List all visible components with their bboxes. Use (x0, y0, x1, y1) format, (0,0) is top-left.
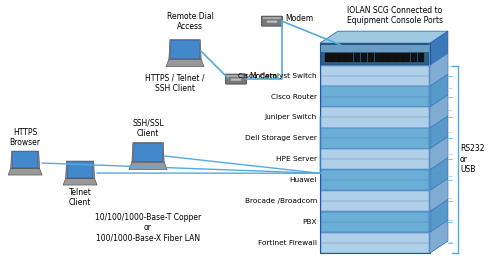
Bar (396, 53, 403, 62)
Bar (410, 53, 418, 62)
Text: 10/100/1000-Base-T Copper
or
100/1000-Base-X Fiber LAN: 10/100/1000-Base-T Copper or 100/1000-Ba… (95, 213, 201, 243)
Polygon shape (134, 143, 162, 162)
Text: HPE Server: HPE Server (276, 156, 317, 162)
Text: Modem: Modem (249, 72, 277, 80)
Bar (375, 53, 382, 62)
Text: Cisco Catalyst Switch: Cisco Catalyst Switch (238, 73, 317, 79)
Bar (368, 53, 374, 62)
Text: Huawei: Huawei (290, 177, 317, 183)
Text: Brocade /Broadcom: Brocade /Broadcom (244, 198, 317, 204)
Bar (389, 53, 396, 62)
Polygon shape (430, 179, 448, 211)
Bar (321, 86, 429, 107)
Polygon shape (129, 162, 167, 170)
Bar (339, 53, 346, 62)
Bar (404, 53, 410, 62)
Bar (332, 53, 338, 62)
Polygon shape (430, 95, 448, 128)
Polygon shape (430, 137, 448, 169)
Polygon shape (67, 162, 93, 178)
Polygon shape (320, 31, 448, 43)
Polygon shape (8, 168, 42, 175)
Bar (360, 53, 368, 62)
Polygon shape (10, 151, 40, 168)
Polygon shape (166, 59, 204, 67)
Text: Cisco Router: Cisco Router (271, 93, 317, 99)
Polygon shape (132, 143, 164, 162)
Bar (321, 233, 429, 253)
Bar (321, 128, 429, 149)
Bar (321, 44, 429, 65)
Text: Fortinet Firewall: Fortinet Firewall (258, 240, 317, 246)
Polygon shape (66, 161, 94, 178)
Bar (227, 75, 245, 77)
Bar (321, 191, 429, 211)
Polygon shape (430, 221, 448, 253)
Text: Dell Storage Server: Dell Storage Server (245, 135, 317, 141)
Bar (418, 53, 424, 62)
Bar (263, 17, 281, 19)
Bar (346, 53, 353, 62)
Bar (321, 212, 429, 232)
Polygon shape (430, 200, 448, 232)
Polygon shape (169, 40, 201, 59)
Text: IOLAN SCG Connected to
Equipment Console Ports: IOLAN SCG Connected to Equipment Console… (347, 6, 443, 25)
Text: HTTPS
Browser: HTTPS Browser (10, 128, 40, 147)
Polygon shape (63, 178, 97, 185)
Text: RS232
or
USB: RS232 or USB (460, 144, 484, 174)
Text: PBX: PBX (302, 219, 317, 225)
Bar (382, 53, 388, 62)
FancyBboxPatch shape (262, 16, 282, 26)
Text: Remote Dial
Access: Remote Dial Access (166, 12, 214, 31)
Bar (321, 170, 429, 190)
Polygon shape (170, 40, 200, 59)
Polygon shape (430, 158, 448, 190)
Polygon shape (430, 31, 448, 253)
Bar (321, 107, 429, 128)
Bar (321, 66, 429, 86)
Bar (320, 43, 430, 253)
Bar (321, 45, 429, 52)
Text: Modem: Modem (285, 14, 313, 23)
Text: HTTPS / Telnet /
SSH Client: HTTPS / Telnet / SSH Client (146, 73, 205, 92)
Polygon shape (430, 54, 448, 86)
Polygon shape (430, 75, 448, 107)
Text: Telnet
Client: Telnet Client (68, 188, 92, 207)
Bar (321, 149, 429, 169)
Text: Juniper Switch: Juniper Switch (264, 114, 317, 121)
Text: SSH/SSL
Client: SSH/SSL Client (132, 119, 164, 138)
Bar (354, 53, 360, 62)
Polygon shape (430, 116, 448, 149)
Polygon shape (12, 152, 38, 168)
Bar (325, 53, 332, 62)
FancyBboxPatch shape (226, 74, 246, 84)
